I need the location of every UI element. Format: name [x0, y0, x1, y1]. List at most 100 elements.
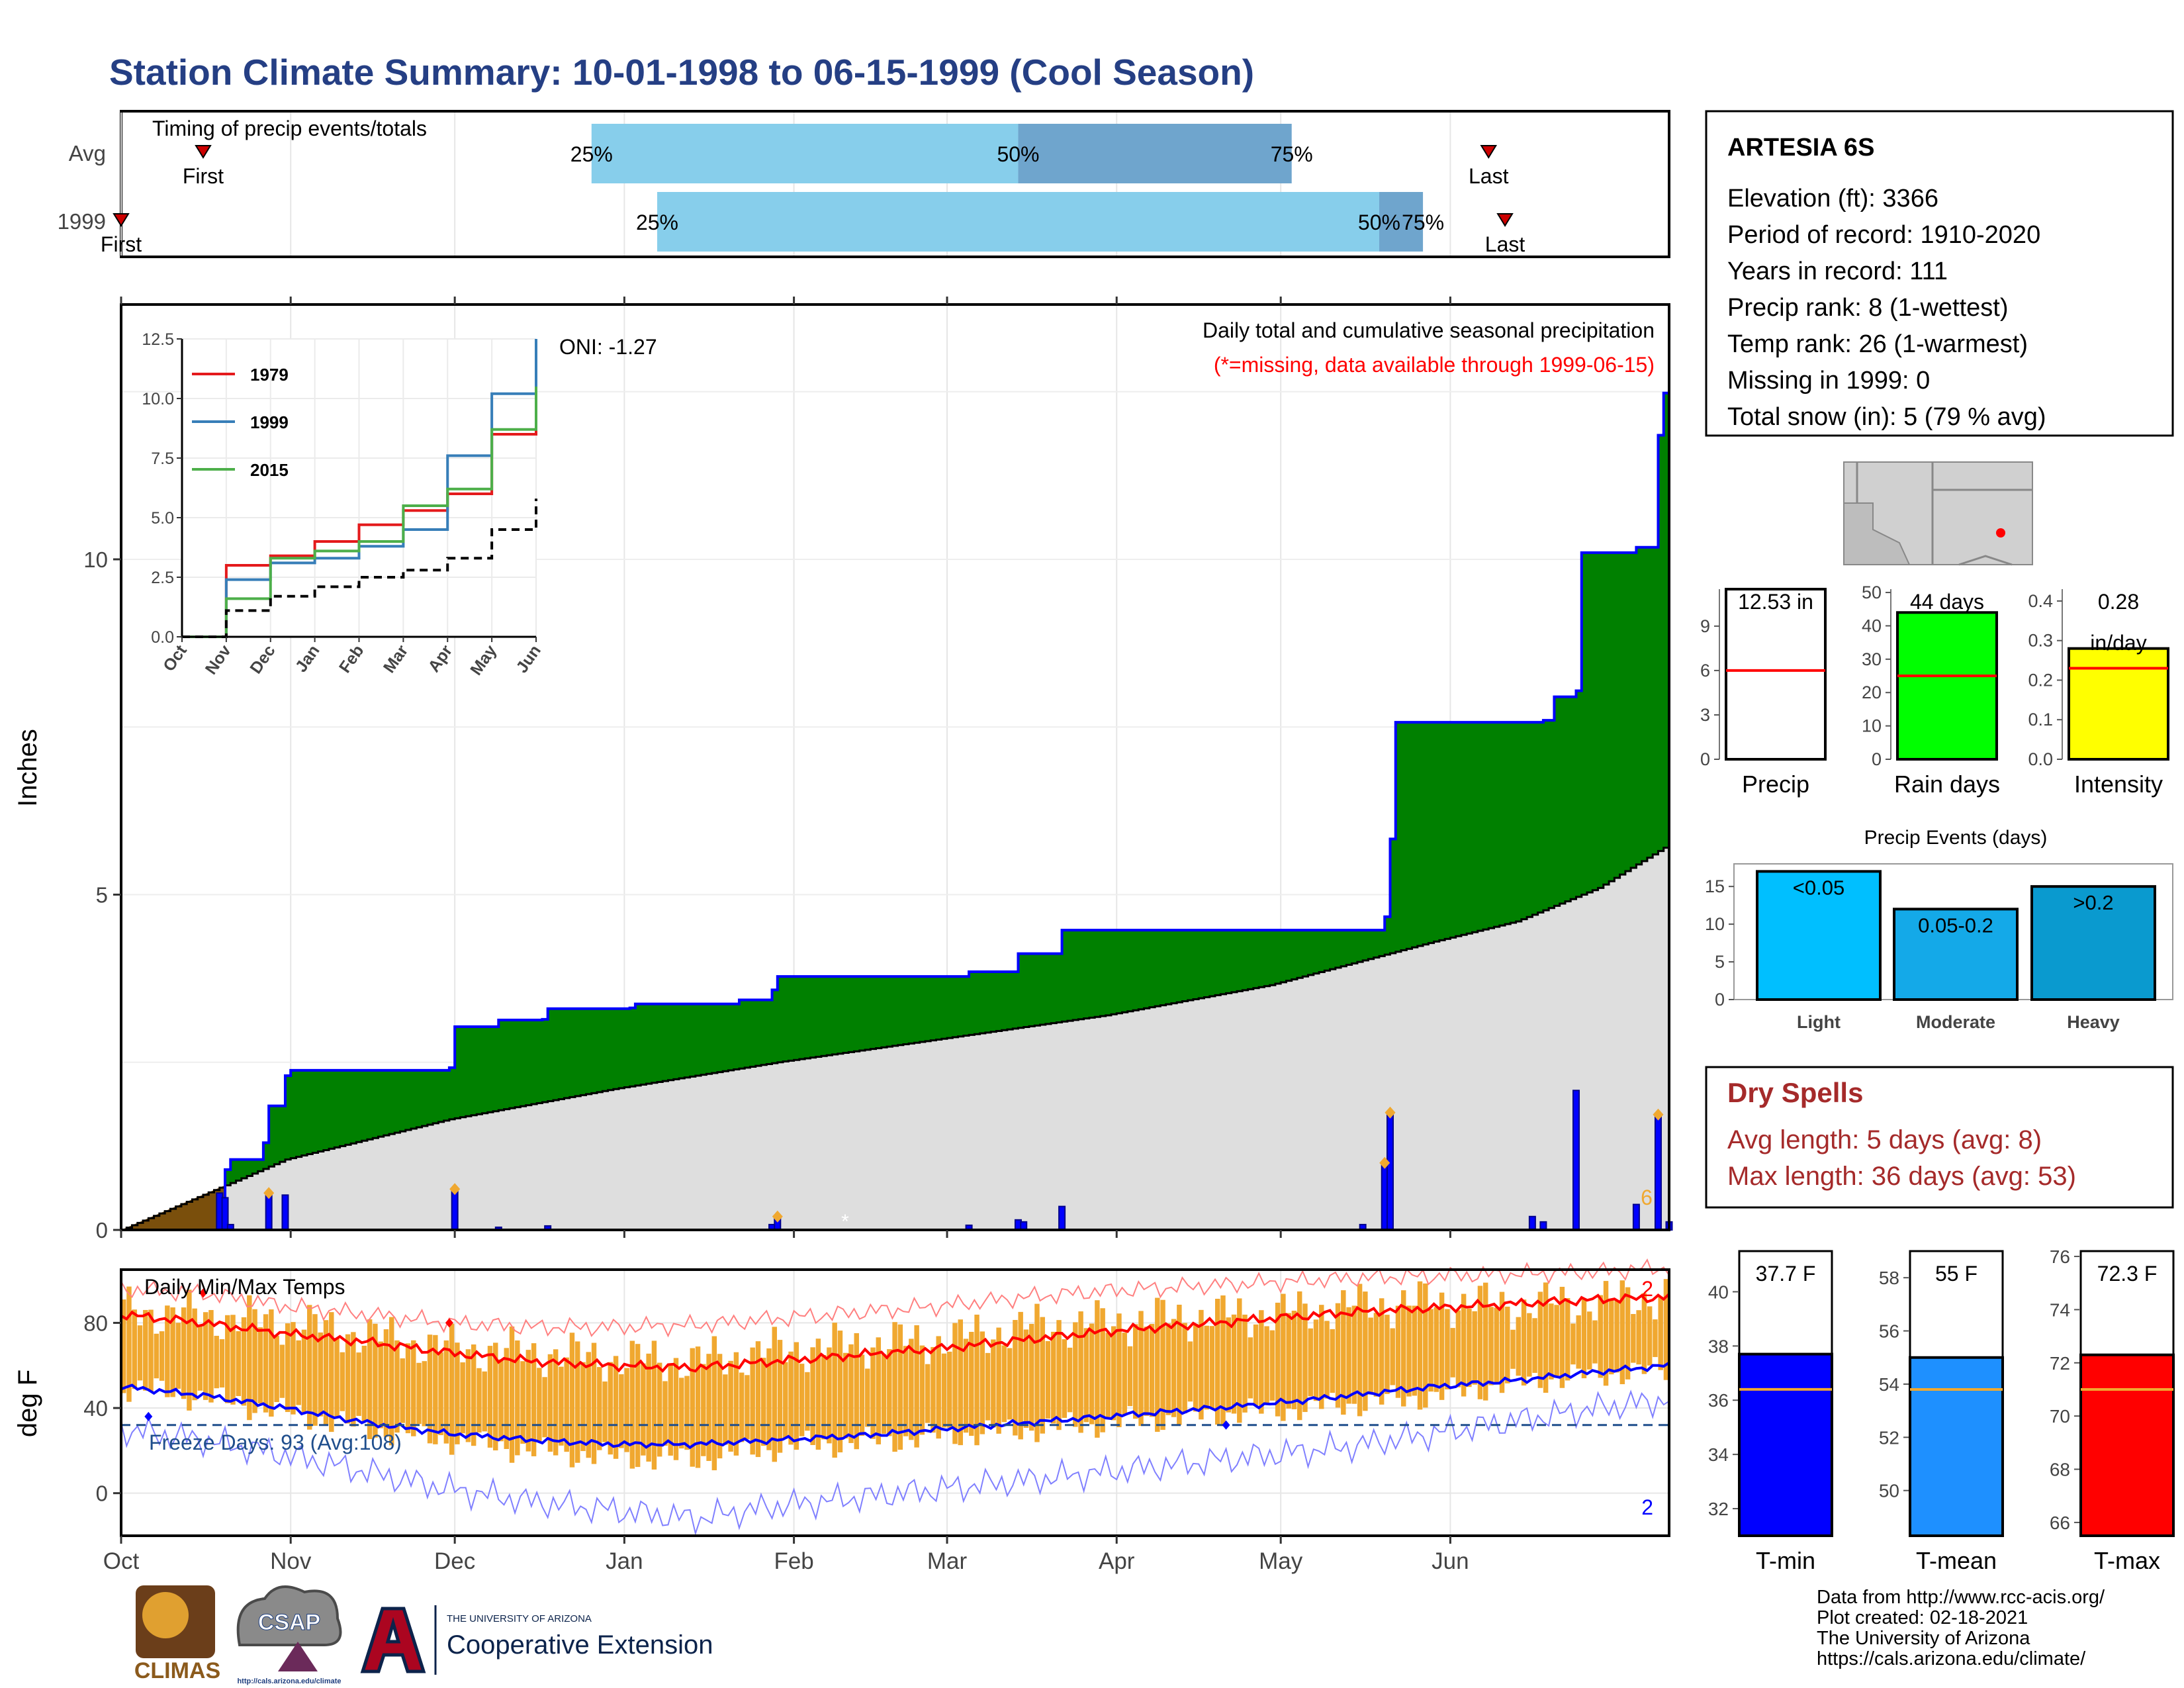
daily-temp-range-bar — [941, 1353, 947, 1428]
daily-temp-range-bar — [1062, 1339, 1068, 1418]
event-range-label: 0.05-0.2 — [1918, 914, 1993, 937]
daily-temp-range-bar — [969, 1331, 974, 1436]
location-map — [1843, 461, 2033, 566]
station-details: Elevation (ft): 3366 Period of record: 19… — [1727, 185, 2046, 431]
timing-row-label-1999: 1999 — [58, 209, 106, 234]
first-event-marker — [113, 213, 130, 227]
daily-temp-range-bar — [1433, 1307, 1439, 1392]
daily-temp-range-bar — [443, 1340, 449, 1444]
daily-temp-range-bar — [1302, 1303, 1308, 1413]
daily-temp-range-bar — [1417, 1281, 1423, 1410]
daily-temp-range-bar — [427, 1335, 433, 1444]
footer-line: The University of Arizona — [1817, 1628, 2030, 1649]
daily-temp-range-bar — [651, 1340, 657, 1470]
precip-events-title: Precip Events (days) — [1864, 827, 2048, 849]
temp-y-axis: 0 40 80 — [83, 1311, 121, 1506]
daily-temp-range-bar — [1450, 1328, 1455, 1378]
daily-temp-range-bar — [1269, 1330, 1275, 1401]
daily-temp-range-bar — [1603, 1281, 1609, 1386]
daily-temp-range-bar — [1034, 1303, 1040, 1442]
daily-temp-range-bar — [1505, 1306, 1510, 1383]
station-detail-line: Period of record: 1910-2020 — [1727, 221, 2040, 249]
daily-temp-range-bar — [1231, 1314, 1237, 1414]
max-record-count: 2 — [1641, 1277, 1653, 1301]
summary-tick-label: 0.0 — [2028, 749, 2053, 769]
daily-precip-bar — [1058, 1205, 1066, 1231]
daily-temp-range-bar — [520, 1361, 525, 1444]
inset-y-tick-label: 0.0 — [151, 628, 174, 647]
daily-temp-range-bar — [471, 1344, 477, 1446]
events-tick-label: 10 — [1705, 914, 1725, 934]
temp-y-axis-label: deg F — [13, 1370, 42, 1437]
map-region-west — [1843, 502, 1911, 565]
timing-label-25: 25% — [636, 211, 678, 234]
daily-temp-range-bar — [936, 1336, 941, 1439]
temp-bar-t-mean — [1909, 1356, 2004, 1537]
legend-label-2015: 2015 — [250, 460, 289, 480]
climas-logo-text: CLIMAS — [134, 1658, 220, 1683]
daily-temp-range-bar — [1455, 1310, 1461, 1387]
daily-temp-range-bar — [1412, 1305, 1417, 1396]
footer-credits: Data from http://www.rcc-acis.org/Plot c… — [1817, 1587, 2105, 1669]
daily-temp-range-bar — [126, 1286, 132, 1402]
daily-temp-range-bar — [367, 1319, 373, 1439]
timing-label-75: 75% — [1402, 211, 1444, 234]
daily-temp-range-bar — [449, 1323, 455, 1455]
record-high-marker — [199, 1288, 207, 1298]
record-low-line — [120, 1389, 1670, 1536]
daily-temp-range-bar — [1083, 1328, 1089, 1423]
daily-temp-range-bar — [1330, 1329, 1336, 1393]
daily-temp-range-bar — [1133, 1324, 1138, 1419]
temp-bar-tick-label: 32 — [1708, 1499, 1729, 1519]
daily-temp-range-bar — [1264, 1326, 1269, 1404]
daily-temp-range-bar — [892, 1322, 897, 1452]
daily-temp-range-bar — [958, 1319, 963, 1446]
university-of-arizona-logo: THE UNIVERSITY OF ARIZONA Cooperative Ex… — [360, 1605, 713, 1675]
inset-legend: 1979 1999 2015 — [192, 365, 289, 480]
temp-bar-tick-label: 54 — [1879, 1374, 1899, 1395]
daily-temp-range-bar — [635, 1344, 641, 1468]
cumulative-1999-line — [121, 389, 1670, 1231]
daily-temp-range-bar — [914, 1325, 919, 1448]
arizona-a-icon — [360, 1607, 426, 1673]
daily-temp-range-bar — [1521, 1299, 1527, 1386]
record-low-marker — [144, 1411, 153, 1421]
csap-logo-text: CSAP — [258, 1610, 320, 1635]
daily-temp-range-bar — [1609, 1299, 1614, 1375]
daily-temp-range-bar — [679, 1378, 684, 1449]
daily-temp-range-bar — [323, 1320, 329, 1426]
temp-bar-value-label: 37.7 F — [1756, 1262, 1816, 1286]
daily-temp-range-bar — [1313, 1319, 1319, 1401]
summary-tick-label: 30 — [1862, 649, 1882, 669]
daily-temp-range-bar — [701, 1364, 706, 1456]
daily-temp-range-bar — [1461, 1293, 1467, 1397]
daily-temp-range-bar — [1259, 1310, 1264, 1414]
daily-temp-range-bar — [1111, 1326, 1116, 1421]
daily-temp-range-bar — [624, 1368, 629, 1452]
summary-tick-label: 9 — [1700, 616, 1710, 636]
climas-logo: CLIMAS — [134, 1585, 220, 1683]
daily-temp-range-bar — [477, 1368, 482, 1433]
daily-temp-range-bar — [1423, 1283, 1428, 1408]
summary-category-label: Rain days — [1894, 771, 2000, 798]
daily-temp-range-bar — [460, 1362, 465, 1434]
page-title: Station Climate Summary: 10-01-1998 to 0… — [109, 52, 1254, 93]
daily-temp-range-bar — [1614, 1301, 1619, 1373]
precip-y-tick-label: 5 — [96, 882, 108, 907]
first-event-label: First — [183, 164, 224, 188]
temp-bar-tick-label: 68 — [2050, 1460, 2070, 1480]
daily-temp-range-bar — [340, 1352, 345, 1411]
temp-panel-title: Daily Min/Max Temps — [144, 1275, 345, 1299]
daily-temp-range-bar — [897, 1324, 903, 1450]
timing-bar-50-75 — [1018, 124, 1292, 183]
temp-y-tick-label: 80 — [83, 1311, 108, 1335]
event-bar-moderate — [1893, 908, 2019, 1002]
summary-bar-precip — [1725, 588, 1827, 761]
daily-temp-range-bar — [378, 1341, 383, 1429]
daily-temp-range-bar — [1363, 1291, 1368, 1411]
temp-plot — [120, 1258, 1670, 1536]
temp-bar-tick-label: 52 — [1879, 1427, 1899, 1448]
temp-panel-frame — [120, 1268, 1670, 1537]
daily-temp-range-bar — [1127, 1346, 1133, 1407]
temp-bar-tick-label: 34 — [1708, 1444, 1729, 1465]
